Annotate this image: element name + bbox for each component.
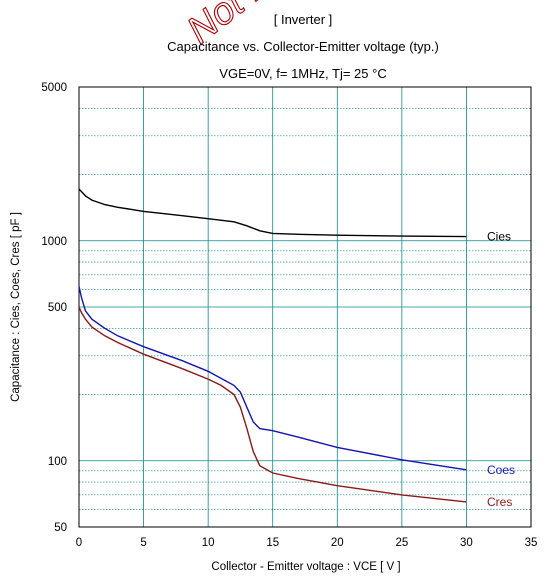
x-tick-label-25: 25 xyxy=(395,537,408,549)
y-tick-label-50: 50 xyxy=(54,522,67,534)
series-line-coes xyxy=(78,286,467,471)
series-line-cres xyxy=(78,306,467,503)
y-tick-label-100: 100 xyxy=(48,456,67,468)
series-line-cies xyxy=(78,188,467,238)
x-tick-label-20: 20 xyxy=(331,537,344,549)
x-tick-label-10: 10 xyxy=(202,537,215,549)
y-tick-label-500: 500 xyxy=(48,302,67,314)
series-label-cres: Cres xyxy=(487,495,512,509)
series-group xyxy=(78,188,467,503)
x-tick-label-30: 30 xyxy=(460,537,473,549)
chart-title: Capacitance vs. Collector-Emitter voltag… xyxy=(167,39,439,54)
series-labels: Cies Coes Cres xyxy=(487,230,515,509)
grid xyxy=(79,87,531,527)
header-conditions: VGE=0V, f= 1MHz, Tj= 25 °C xyxy=(219,66,386,81)
y-axis-label: Capacitance : Cies, Coes, Cres [ pF ] xyxy=(10,212,22,402)
tick-labels: 0 5 10 15 20 25 30 35 50 100 500 1000 5000 xyxy=(41,82,537,549)
x-axis-label: Collector - Emitter voltage : VCE [ V ] xyxy=(211,561,400,573)
x-tick-label-5: 5 xyxy=(140,537,146,549)
x-tick-label-0: 0 xyxy=(76,537,82,549)
series-label-cies: Cies xyxy=(487,230,511,244)
x-tick-label-35: 35 xyxy=(525,537,538,549)
header-line-1: [ Inverter ] xyxy=(274,12,333,27)
x-tick-label-15: 15 xyxy=(266,537,279,549)
series-label-coes: Coes xyxy=(487,463,515,477)
y-tick-label-5000: 5000 xyxy=(41,82,67,94)
y-tick-label-1000: 1000 xyxy=(41,236,67,248)
